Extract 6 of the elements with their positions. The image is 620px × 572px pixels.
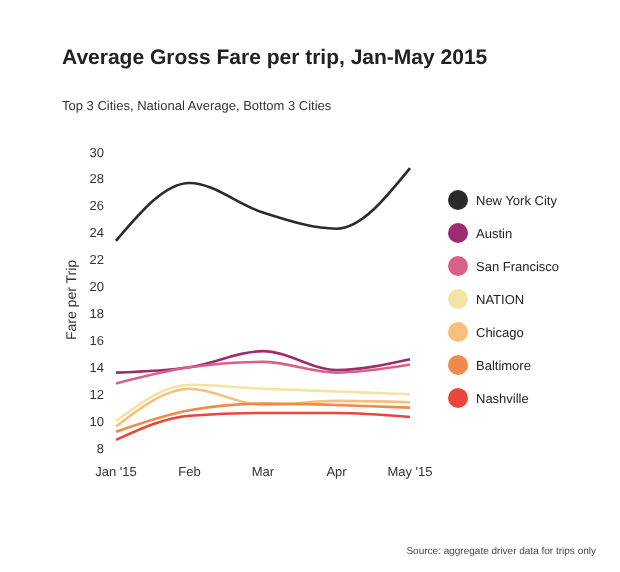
line-series xyxy=(114,166,412,243)
line-series xyxy=(114,349,412,374)
line-series xyxy=(114,411,412,442)
line-series xyxy=(114,360,412,385)
line-series xyxy=(114,402,412,434)
chart-title: Average Gross Fare per trip, Jan-May 2015 xyxy=(62,46,488,70)
